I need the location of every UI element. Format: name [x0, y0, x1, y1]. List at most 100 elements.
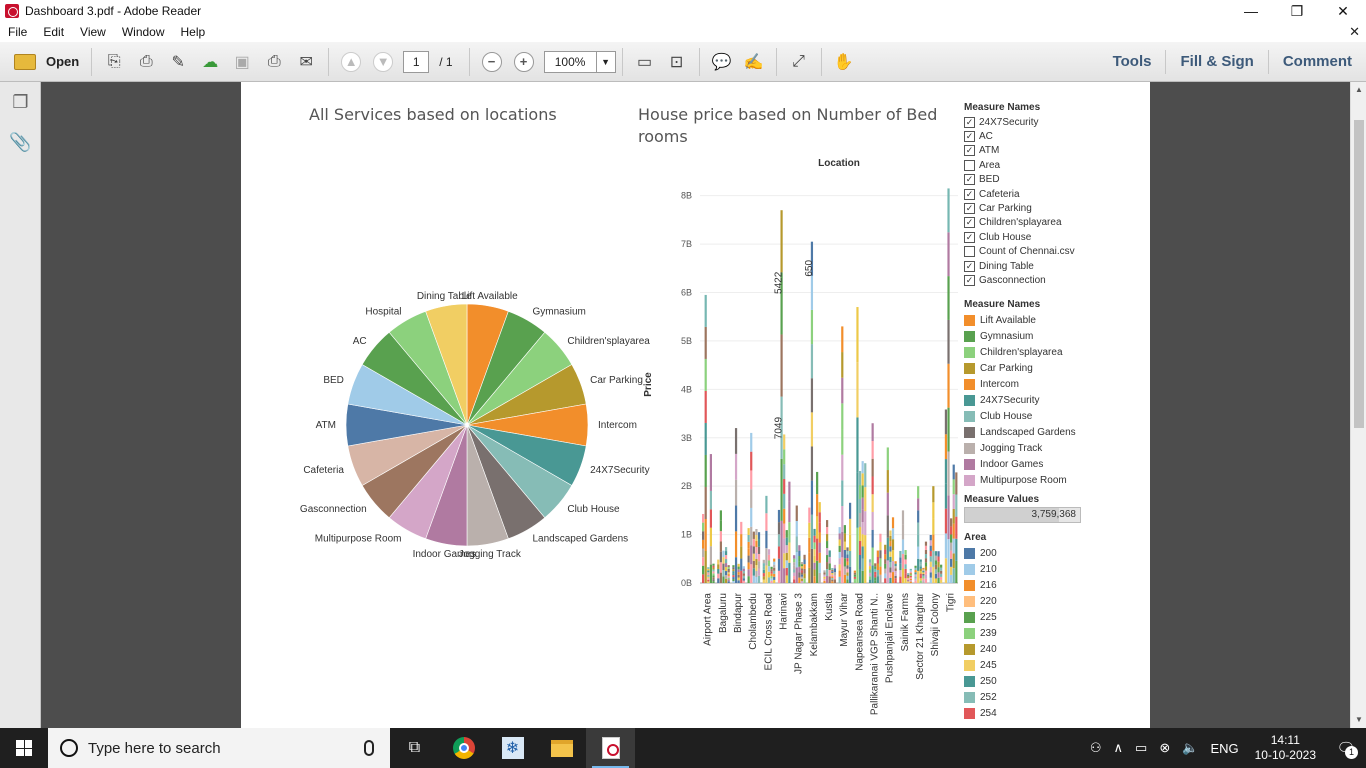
bar-segment[interactable] [907, 579, 910, 582]
bar-segment[interactable] [929, 561, 932, 567]
bar-segment[interactable] [777, 509, 781, 523]
bar-segment[interactable] [734, 557, 738, 583]
bar-segment[interactable] [901, 568, 905, 583]
adobe-reader-taskbar-button[interactable] [586, 728, 635, 768]
bar-segment[interactable] [891, 539, 895, 551]
battery-icon[interactable]: ▭ [1135, 740, 1148, 755]
measure-filter-item[interactable]: ✓ Cafeteria [964, 187, 1075, 201]
bar-segment[interactable] [886, 537, 889, 561]
bar-segment[interactable] [719, 520, 722, 532]
bar-segment[interactable] [773, 579, 776, 583]
bar-segment[interactable] [909, 578, 912, 581]
checkbox-checked-icon[interactable]: ✓ [964, 260, 975, 272]
bar-segment[interactable] [924, 574, 928, 579]
bar-segment[interactable] [838, 533, 841, 540]
bar-segment[interactable] [861, 497, 864, 510]
bar-segment[interactable] [757, 561, 761, 569]
bar-segment[interactable] [742, 580, 745, 583]
bar-segment[interactable] [904, 568, 907, 574]
bar-segment[interactable] [783, 479, 786, 494]
bar-segment[interactable] [934, 578, 938, 583]
bar-segment[interactable] [734, 505, 738, 532]
bar-segment[interactable] [818, 532, 821, 543]
bar-segment[interactable] [841, 480, 844, 507]
bar-segment[interactable] [813, 535, 816, 543]
bar-segment[interactable] [891, 572, 895, 583]
bar-segment[interactable] [891, 517, 895, 529]
measure-values-slider[interactable]: 3,759,368 [964, 507, 1081, 523]
bar-segment[interactable] [719, 510, 722, 521]
close-button[interactable]: ✕ [1337, 2, 1349, 19]
bar-segment[interactable] [848, 566, 852, 583]
bar-segment[interactable] [838, 539, 841, 546]
bar-segment[interactable] [909, 575, 912, 578]
bar-segment[interactable] [800, 570, 804, 573]
bar-segment[interactable] [755, 553, 758, 560]
bar-segment[interactable] [919, 578, 922, 581]
bar-segment[interactable] [737, 563, 740, 567]
chevron-down-icon[interactable]: ▼ [601, 56, 611, 67]
bar-segment[interactable] [841, 326, 844, 353]
bar-segment[interactable] [734, 428, 738, 454]
bar-segment[interactable] [868, 572, 872, 577]
bar-segment[interactable] [843, 558, 846, 567]
bar-segment[interactable] [810, 548, 814, 583]
bar-segment[interactable] [871, 458, 874, 477]
bar-segment[interactable] [858, 540, 862, 555]
bar-segment[interactable] [757, 553, 761, 562]
bar-segment[interactable] [886, 470, 889, 493]
bar-segment[interactable] [785, 537, 788, 546]
bar-segment[interactable] [944, 459, 948, 484]
bar-segment[interactable] [952, 538, 955, 554]
bar-segment[interactable] [727, 570, 730, 573]
bar-segment[interactable] [914, 580, 917, 583]
bar-segment[interactable] [947, 188, 950, 233]
checkbox-checked-icon[interactable]: ✓ [964, 188, 975, 200]
bar-segment[interactable] [952, 553, 955, 569]
bar-segment[interactable] [886, 447, 889, 471]
bar-segment[interactable] [919, 561, 922, 565]
bar-segment[interactable] [808, 537, 811, 553]
zoom-select[interactable]: 100% ▼ [543, 50, 616, 73]
bar-segment[interactable] [777, 558, 781, 571]
bar-segment[interactable] [740, 521, 743, 535]
bar-segment[interactable] [944, 558, 948, 583]
bar-segment[interactable] [803, 578, 806, 583]
bar-segment[interactable] [727, 574, 730, 576]
bar-segment[interactable] [884, 544, 887, 550]
bar-segment[interactable] [848, 534, 852, 551]
bar-segment[interactable] [952, 508, 955, 524]
bar-segment[interactable] [858, 498, 862, 513]
bar-segment[interactable] [952, 479, 955, 495]
bar-segment[interactable] [955, 472, 958, 495]
menu-help[interactable]: Help [180, 25, 206, 39]
measure-legend-item[interactable]: Landscaped Gardens [964, 424, 1076, 440]
bar-segment[interactable] [914, 572, 917, 575]
bar-segment[interactable] [742, 568, 745, 572]
bar-segment[interactable] [722, 570, 725, 577]
bar-segment[interactable] [917, 570, 920, 583]
bar-segment[interactable] [950, 574, 953, 583]
bar-segment[interactable] [868, 562, 872, 567]
bar-segment[interactable] [864, 487, 867, 512]
bar-segment[interactable] [937, 572, 940, 578]
bar-segment[interactable] [947, 232, 950, 277]
bar-segment[interactable] [831, 576, 834, 578]
bar-segment[interactable] [856, 417, 859, 473]
bar-segment[interactable] [732, 565, 735, 568]
bar-segment[interactable] [740, 546, 743, 559]
bar-segment[interactable] [858, 512, 862, 527]
bar-segment[interactable] [952, 523, 955, 539]
bar-segment[interactable] [864, 511, 867, 536]
bar-segment[interactable] [740, 570, 743, 583]
menu-window[interactable]: Window [121, 25, 165, 39]
bar-segment[interactable] [919, 566, 922, 569]
menu-edit[interactable]: Edit [43, 25, 65, 39]
bar-segment[interactable] [950, 566, 953, 575]
bar-segment[interactable] [704, 518, 707, 551]
bar-segment[interactable] [793, 558, 796, 563]
bar-segment[interactable] [924, 566, 928, 571]
bar-segment[interactable] [755, 535, 758, 542]
bar-segment[interactable] [861, 534, 864, 547]
bar-segment[interactable] [762, 576, 765, 580]
